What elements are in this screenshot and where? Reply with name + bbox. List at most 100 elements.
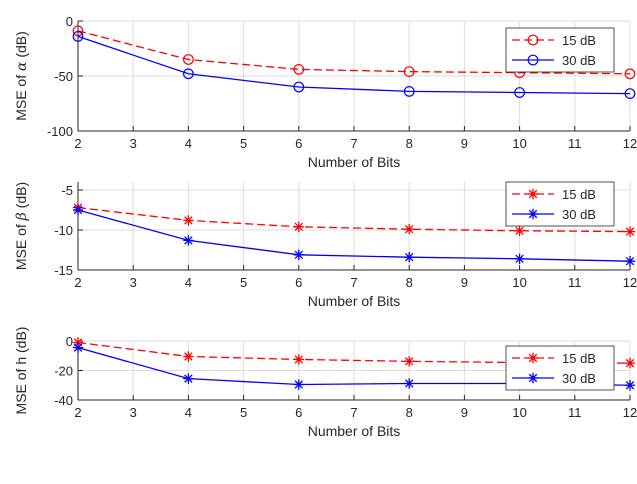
- x-axis-label: Number of Bits: [308, 293, 401, 309]
- x-tick-label: 11: [568, 136, 582, 151]
- data-point: [293, 249, 304, 260]
- x-tick-label: 12: [623, 405, 637, 420]
- y-axis-label: MSE of β (dB): [13, 182, 30, 270]
- data-point: [403, 66, 415, 77]
- legend-entry: 15 dB: [562, 351, 596, 366]
- legend-marker: [527, 208, 539, 220]
- x-tick-label: 5: [240, 275, 247, 290]
- data-point: [624, 88, 636, 99]
- chart-panel-2: 2 3 4 5 6 7 8 9 10 11 12 -15 -10 -5 Number of Bits MSE …: [13, 181, 637, 309]
- data-point: [182, 68, 194, 80]
- legend-entry: 15 dB: [562, 33, 596, 48]
- x-tick-label: 6: [295, 405, 302, 420]
- data-point: [183, 235, 194, 246]
- x-tick-label: 4: [185, 136, 192, 151]
- data-point: [624, 357, 636, 369]
- legend-entry: 30 dB: [562, 53, 596, 68]
- legend-box: [505, 27, 615, 73]
- y-tick-label: -5: [61, 183, 73, 198]
- legend: 15 dB 30 dB: [505, 27, 615, 73]
- data-point: [403, 85, 415, 97]
- data-point: [183, 373, 194, 384]
- legend-marker: [527, 352, 539, 364]
- x-tick-label: 9: [461, 136, 468, 151]
- x-tick-label: 12: [623, 136, 637, 151]
- legend-box: [505, 345, 615, 391]
- x-tick-label: 10: [512, 405, 526, 420]
- y-tick-label: -20: [54, 364, 73, 379]
- x-tick-label: 7: [350, 136, 357, 151]
- x-tick-label: 12: [623, 275, 637, 290]
- legend: 15 dB 30 dB: [505, 345, 615, 391]
- x-tick-label: 9: [461, 275, 468, 290]
- y-axis-label-suffix: (dB): [13, 31, 29, 61]
- chart-panel-1: 2 3 4 5 6 7 8 9 10 11 12 -100 -50 0 Number of Bits MSE …: [13, 14, 637, 170]
- y-axis-label-symbol: α: [14, 61, 30, 71]
- x-tick-label: 7: [350, 275, 357, 290]
- x-tick-label: 11: [568, 275, 582, 290]
- x-axis-label: Number of Bits: [308, 154, 401, 170]
- x-tick-label: 2: [74, 275, 81, 290]
- legend-box: [505, 181, 615, 227]
- legend-marker: [527, 34, 539, 46]
- y-axis-label: MSE of h (dB): [13, 327, 29, 415]
- series-1: [72, 25, 636, 80]
- y-tick-label: -50: [54, 69, 73, 84]
- y-tick-label: -15: [54, 263, 73, 278]
- x-tick-label: 2: [74, 136, 81, 151]
- legend-entry: 30 dB: [562, 371, 596, 386]
- x-tick-label: 9: [461, 405, 468, 420]
- x-tick-label: 10: [512, 136, 526, 151]
- x-tick-label: 3: [130, 405, 137, 420]
- y-tick-label: -40: [54, 393, 73, 408]
- y-axis-label-suffix: (dB): [13, 182, 29, 212]
- legend: 15 dB 30 dB: [505, 181, 615, 227]
- data-point: [624, 68, 636, 80]
- series-2: [72, 31, 636, 99]
- series-line: [77, 206, 631, 233]
- series-line: [77, 209, 631, 262]
- y-axis-label-symbol: β: [14, 212, 30, 221]
- data-point: [293, 379, 304, 390]
- y-tick-label: 0: [66, 334, 73, 349]
- x-tick-label: 4: [185, 405, 192, 420]
- data-point: [514, 225, 525, 236]
- data-point: [624, 256, 636, 267]
- data-point: [404, 356, 415, 367]
- x-tick-label: 8: [406, 136, 413, 151]
- x-tick-label: 10: [512, 275, 526, 290]
- x-tick-label: 6: [295, 136, 302, 151]
- legend-marker: [527, 372, 539, 384]
- data-point: [183, 351, 194, 362]
- data-point: [183, 215, 194, 226]
- series-line: [77, 30, 631, 75]
- data-point: [514, 253, 525, 264]
- x-tick-label: 5: [240, 405, 247, 420]
- y-axis-label: MSE of α (dB): [13, 31, 30, 121]
- x-axis-label: Number of Bits: [308, 423, 401, 439]
- chart-panel-3: 2 3 4 5 6 7 8 9 10 11 12 -40 -20 0 Number of Bits MSE o…: [13, 327, 637, 439]
- data-point: [293, 63, 305, 75]
- data-point: [404, 252, 415, 263]
- data-point: [624, 226, 636, 237]
- data-point: [293, 354, 304, 365]
- series-line: [77, 35, 631, 95]
- data-point: [624, 380, 636, 391]
- x-tick-label: 2: [74, 405, 81, 420]
- y-axis-label-prefix: MSE of: [13, 220, 29, 270]
- series-2: [72, 204, 636, 267]
- x-tick-label: 4: [185, 275, 192, 290]
- y-axis-label-prefix: MSE of: [13, 71, 29, 121]
- data-point: [72, 25, 84, 37]
- legend-entry: 30 dB: [562, 207, 596, 222]
- y-tick-label: -10: [54, 223, 73, 238]
- x-tick-label: 11: [568, 405, 582, 420]
- legend-entry: 15 dB: [562, 187, 596, 202]
- data-point: [293, 81, 305, 93]
- legend-marker: [527, 188, 539, 200]
- x-tick-label: 8: [406, 275, 413, 290]
- x-tick-label: 6: [295, 275, 302, 290]
- data-point: [404, 224, 415, 235]
- y-tick-label: -100: [47, 124, 73, 139]
